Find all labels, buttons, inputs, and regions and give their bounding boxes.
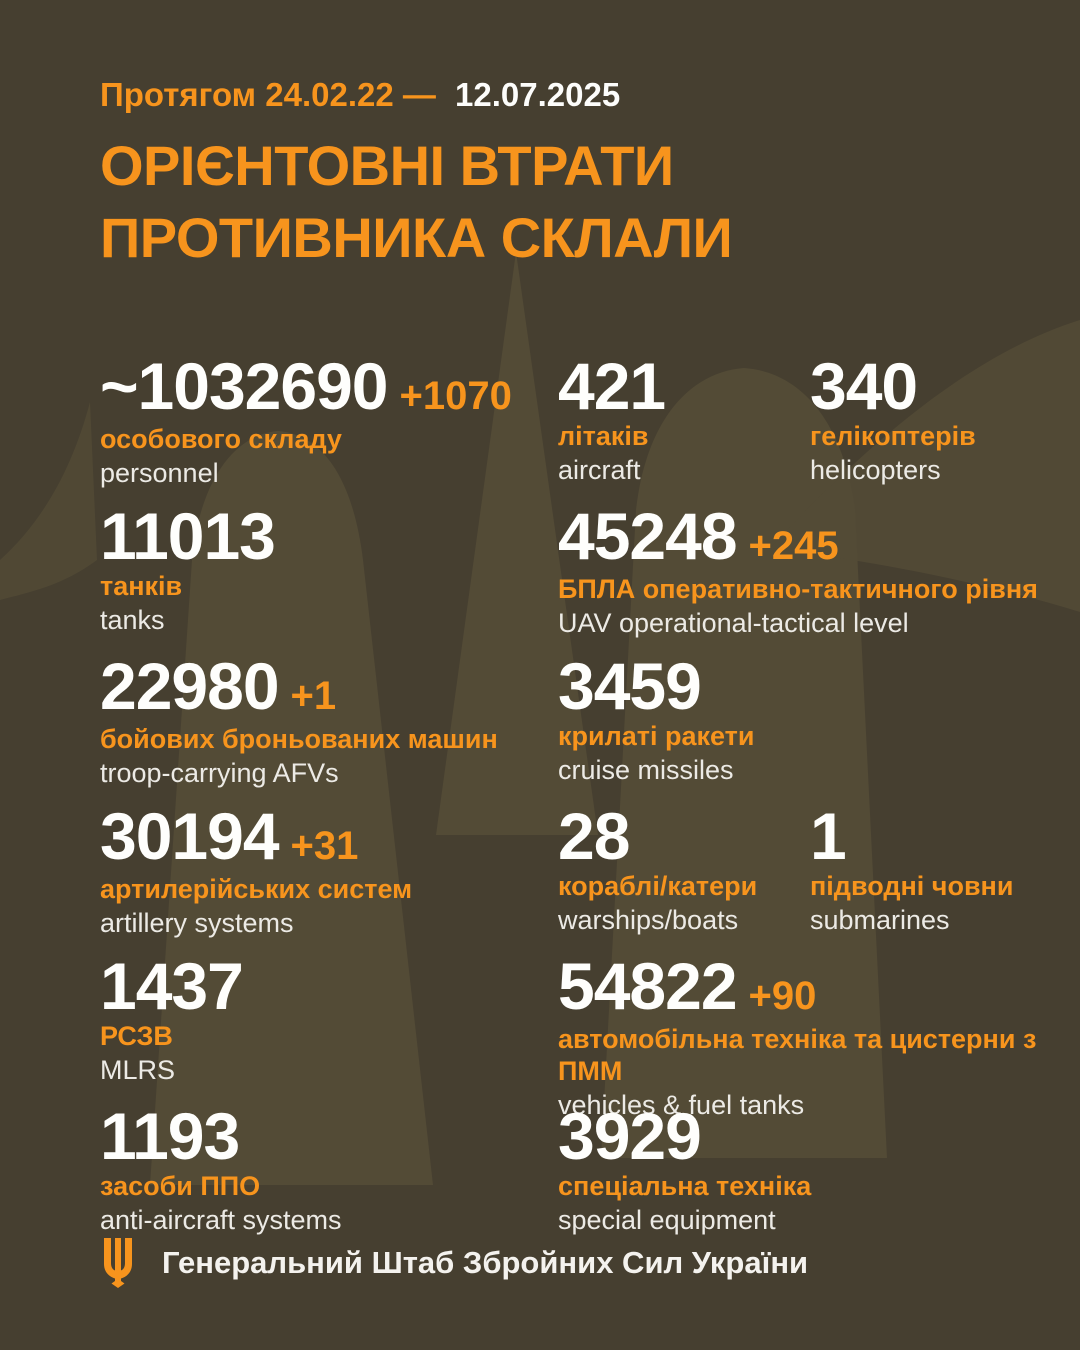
stat-value: ~1032690 <box>100 349 388 423</box>
stat-label-en: MLRS <box>100 1055 176 1085</box>
stat-label-ua: бойових броньованих машин <box>100 724 498 754</box>
stat-value: 54822 <box>558 949 738 1023</box>
stat-afv: 22980 +1 бойових броньованих машин troop-… <box>100 649 540 789</box>
stat-helicopters: 340 гелікоптерів helicopters <box>810 349 1060 486</box>
stat-special-equipment: 3929 спеціальна техніка special equipmen… <box>558 1099 998 1236</box>
stat-warships: 28 кораблі/катери warships/boats <box>558 799 788 936</box>
stat-label-en: warships/boats <box>558 905 739 935</box>
stat-cruise-missiles: 3459 крилаті ракети cruise missiles <box>558 649 958 786</box>
stat-vehicles: 54822 +90 автомобільна техніка та цистерн… <box>558 949 1058 1121</box>
stat-value: 1193 <box>100 1099 240 1173</box>
stat-personnel: ~1032690 +1070 особового складу personnel <box>100 349 560 489</box>
stat-aircraft: 421 літаків aircraft <box>558 349 788 486</box>
stat-label-ua: крилаті ракети <box>558 721 755 751</box>
footer: Генеральний Штаб Збройних Сил України <box>100 1238 808 1288</box>
stat-value: 1437 <box>100 949 244 1023</box>
stat-value: 11013 <box>100 499 276 573</box>
stat-label-en: tanks <box>100 605 165 635</box>
stat-label-ua: артилерійських систем <box>100 874 413 904</box>
footer-org-name: Генеральний Штаб Збройних Сил України <box>162 1245 809 1280</box>
stat-label-en: UAV operational-tactical level <box>558 608 909 638</box>
stat-label-ua: літаків <box>558 421 649 451</box>
stat-label-en: artillery systems <box>100 908 294 938</box>
stat-label-ua: засоби ППО <box>100 1171 261 1201</box>
stat-artillery: 30194 +31 артилерійських систем artillery… <box>100 799 540 939</box>
stat-label-ua: БПЛА оперативно-тактичного рівня <box>558 574 1038 604</box>
stat-label-ua: кораблі/катери <box>558 871 758 901</box>
stat-label-ua: РСЗВ <box>100 1021 173 1051</box>
stat-value: 1 <box>810 799 847 873</box>
stat-mlrs: 1437 РСЗВ MLRS <box>100 949 500 1086</box>
stat-label-ua: підводні човни <box>810 871 1014 901</box>
tryzub-trident-icon <box>104 1238 132 1288</box>
stat-delta: +1 <box>290 674 337 718</box>
stat-label-ua: танків <box>100 571 183 601</box>
stat-value: 421 <box>558 349 666 423</box>
stat-tanks: 11013 танків tanks <box>100 499 500 636</box>
stat-label-en: personnel <box>100 458 219 488</box>
stat-value: 22980 <box>100 649 280 723</box>
stat-value: 3459 <box>558 649 702 723</box>
stat-label-en: anti-aircraft systems <box>100 1205 342 1235</box>
stat-label-en: cruise missiles <box>558 755 734 785</box>
stat-delta: +245 <box>748 524 839 568</box>
stat-delta: +90 <box>748 974 817 1018</box>
stat-label-en: vehicles & fuel tanks <box>558 1090 805 1120</box>
stat-label-ua: автомобільна техніка та цистерни з ПММ <box>558 1024 1037 1086</box>
stat-label-en: troop-carrying AFVs <box>100 758 339 788</box>
stat-value: 28 <box>558 799 630 873</box>
stat-delta: +1070 <box>399 374 512 418</box>
stat-value: 3929 <box>558 1099 702 1173</box>
stat-label-en: submarines <box>810 905 950 935</box>
stat-submarines: 1 підводні човни submarines <box>810 799 1060 936</box>
page-title-line2: ПРОТИВНИКА СКЛАЛИ <box>100 206 733 269</box>
stat-uav: 45248 +245 БПЛА оперативно-тактичного рів… <box>558 499 1058 639</box>
page-title: ОРІЄНТОВНІ ВТРАТИ ПРОТИВНИКА СКЛАЛИ <box>100 130 733 274</box>
stat-label-en: helicopters <box>810 455 941 485</box>
page-title-line1: ОРІЄНТОВНІ ВТРАТИ <box>100 134 674 197</box>
stat-value: 340 <box>810 349 918 423</box>
stat-delta: +31 <box>290 824 359 868</box>
stat-value: 45248 <box>558 499 738 573</box>
stat-label-ua: спеціальна техніка <box>558 1171 812 1201</box>
date-range: Протягом 24.02.22 — 12.07.2025 <box>100 76 620 114</box>
date-range-start: Протягом 24.02.22 — <box>100 76 436 113</box>
stat-label-ua: гелікоптерів <box>810 421 976 451</box>
stat-label-en: special equipment <box>558 1205 776 1235</box>
stat-value: 30194 <box>100 799 280 873</box>
stat-label-en: aircraft <box>558 455 641 485</box>
stat-anti-aircraft: 1193 засоби ППО anti-aircraft systems <box>100 1099 540 1236</box>
date-range-end: 12.07.2025 <box>455 76 621 113</box>
stat-label-ua: особового складу <box>100 424 342 454</box>
